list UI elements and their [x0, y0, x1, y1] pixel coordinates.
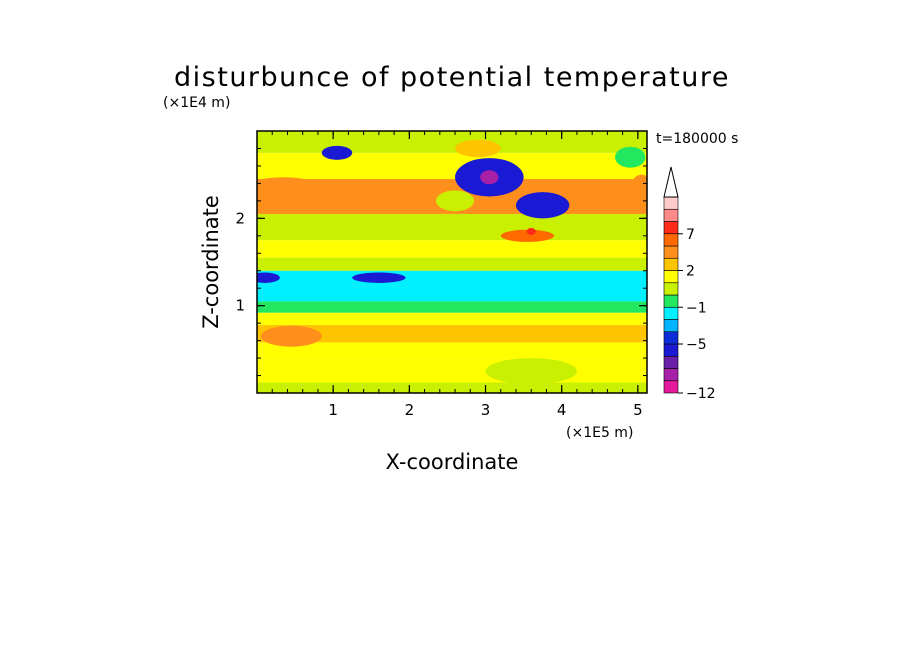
feature-13: [615, 146, 646, 168]
x-tick-label-1: 1: [328, 401, 338, 419]
feature-2: [515, 192, 570, 219]
band-6: [257, 270, 647, 302]
band-3: [257, 324, 647, 343]
colorbar-swatch-12: [663, 233, 679, 247]
chart-title: disturbunce of potential temperature: [174, 62, 730, 93]
y-axis-label: Z-coordinate: [199, 195, 223, 329]
band-7: [257, 257, 647, 271]
band-4: [257, 312, 647, 325]
colorbar-swatch-11: [663, 245, 679, 259]
colorbar-swatch-6: [663, 306, 679, 320]
contour-field: [257, 131, 647, 393]
y-tick-label-2: 2: [235, 209, 245, 227]
feature-3: [321, 145, 353, 160]
band-9: [257, 213, 647, 241]
colorbar-swatch-9: [663, 270, 679, 284]
colorbar-label-2: −1: [686, 300, 707, 316]
feature-10: [632, 174, 647, 193]
colorbar-swatch-7: [663, 294, 679, 308]
band-12: [257, 131, 647, 153]
colorbar-swatch-10: [663, 257, 679, 271]
band-0: [257, 382, 647, 393]
x-tick-label-2: 2: [405, 401, 415, 419]
x-axis-unit: (×1E5 m): [566, 425, 633, 441]
band-11: [257, 152, 647, 180]
x-tick-label-4: 4: [557, 401, 567, 419]
feature-14: [260, 325, 322, 347]
feature-7: [500, 229, 555, 242]
feature-5: [352, 272, 406, 283]
colorbar: 7 2 −1 −5 −12: [663, 166, 716, 402]
feature-4: [257, 177, 322, 199]
feature-12: [455, 139, 501, 158]
feature-8: [526, 227, 536, 235]
colorbar-swatch-4: [663, 331, 679, 345]
colorbar-swatch-1: [663, 368, 679, 382]
colorbar-label-3: −5: [686, 337, 707, 353]
colorbar-swatch-5: [663, 319, 679, 333]
colorbar-label-4: −12: [686, 386, 716, 402]
band-8: [257, 240, 647, 258]
colorbar-swatch-8: [663, 282, 679, 296]
band-5: [257, 301, 647, 313]
y-axis-ticks: 12: [235, 147, 647, 377]
feature-11: [485, 358, 577, 385]
colorbar-swatch-15: [663, 196, 679, 210]
colorbar-label-1: 2: [686, 264, 695, 280]
x-tick-label-5: 5: [633, 401, 643, 419]
x-axis-label: X-coordinate: [386, 450, 519, 474]
feature-6: [257, 272, 280, 283]
colorbar-extend-arrow: [663, 166, 679, 198]
band-1: [257, 358, 647, 383]
feature-9: [436, 190, 475, 212]
time-label: t=180000 s: [656, 131, 738, 147]
colorbar-swatch-0: [663, 380, 679, 394]
feature-1: [480, 170, 499, 185]
colorbar-swatch-13: [663, 221, 679, 235]
y-tick-label-1: 1: [235, 297, 245, 315]
colorbar-swatch-2: [663, 355, 679, 369]
x-tick-label-3: 3: [481, 401, 491, 419]
colorbar-label-0: 7: [686, 227, 695, 243]
plot-frame: [256, 130, 648, 394]
band-2: [257, 342, 647, 359]
colorbar-swatch-14: [663, 208, 679, 222]
colorbar-swatch-3: [663, 343, 679, 357]
x-axis-ticks: 1 2 3 4 5: [271, 131, 643, 419]
y-axis-unit: (×1E4 m): [163, 95, 230, 111]
